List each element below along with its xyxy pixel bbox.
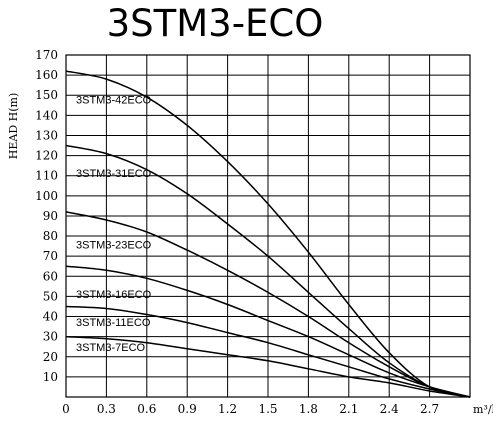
y-tick-label: 140 [35,108,58,122]
x-tick-label: 1.2 [218,402,237,416]
y-tick-label: 70 [43,249,58,263]
series-line [65,144,471,398]
chart-title: 3STM3-ECO [106,2,324,45]
series-line [65,265,471,398]
y-tick-label: 60 [43,269,58,283]
x-tick-label: 2.4 [380,402,399,416]
x-tick-label: 1.8 [299,402,318,416]
y-axis-label: HEAD H(m) [7,93,20,160]
x-axis-label: m³/h [473,403,493,416]
x-tick-label: 0 [62,402,70,416]
tick-labels: 0 0.3 0.6 0.9 1.2 1.5 1.8 2.1 2.4 2.7 10 20 30 40 50 60… [35,48,439,416]
series-label: 3STM3-16ECO [76,289,152,301]
y-tick-label: 20 [43,350,58,364]
x-tick-label: 0.3 [97,402,116,416]
x-tick-label: 2.7 [420,402,439,416]
series-label: 3STM3-31ECO [76,168,152,180]
y-tick-label: 80 [43,229,58,243]
series-label: 3STM3-11ECO [76,317,151,329]
y-tick-label: 90 [43,209,58,223]
y-tick-label: 30 [43,330,58,344]
y-tick-label: 120 [35,149,58,163]
series-labels: 3STM3-42ECO 3STM3-31ECO 3STM3-23ECO 3STM3-1… [76,95,152,354]
y-tick-label: 130 [35,128,58,142]
y-tick-label: 160 [35,68,58,82]
series-lines [65,70,471,398]
y-tick-label: 10 [43,370,58,384]
y-tick-label: 150 [35,88,58,102]
plot-frame [65,54,471,398]
y-tick-label: 50 [43,289,58,303]
y-tick-label: 40 [43,310,58,324]
y-tick-label: 100 [35,189,58,203]
x-tick-label: 1.5 [258,402,277,416]
x-tick-label: 2.1 [339,402,358,416]
series-label: 3STM3-23ECO [76,240,152,252]
x-tick-label: 0.6 [137,402,156,416]
series-line [65,211,471,398]
series-line [65,70,471,398]
y-tick-label: 170 [35,48,58,62]
x-tick-label: 0.9 [178,402,197,416]
y-tick-label: 110 [35,169,58,183]
series-label: 3STM3-42ECO [76,95,152,107]
series-line [65,335,471,398]
series-label: 3STM3-7ECO [76,342,146,354]
series-line [65,305,471,398]
